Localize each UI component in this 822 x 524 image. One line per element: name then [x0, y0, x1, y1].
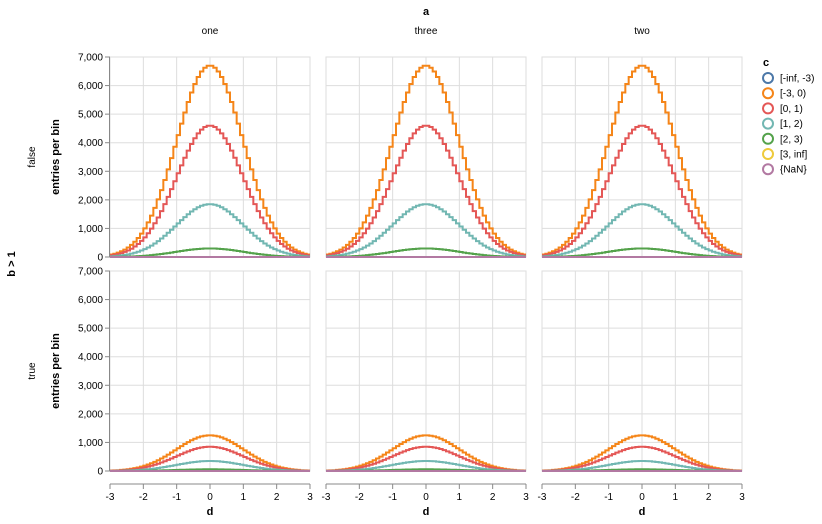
- series-[-3, 0): [326, 64, 526, 256]
- panel-false-one: 0 1,000 2,000 3,000 4,000 5,000 6,000 7,000: [78, 53, 311, 264]
- series-[1, 2): [326, 203, 526, 258]
- legend-symbol-[-inf, -3): [762, 72, 774, 84]
- x-tick-label: 1: [673, 492, 679, 503]
- series-[-3, 0): [110, 434, 310, 472]
- series-[1, 2): [542, 460, 742, 472]
- y-tick-label: 4,000: [78, 138, 103, 149]
- series-[2, 3): [326, 247, 526, 258]
- series-[2, 3): [542, 247, 742, 258]
- y-axis-title-false: entries per bin: [50, 119, 62, 195]
- y-tick-label: 4,000: [78, 352, 103, 363]
- gridlines: [541, 56, 743, 258]
- panel-false-two: [541, 56, 743, 258]
- legend-title: c: [763, 57, 769, 69]
- x-axis-title: d: [423, 506, 430, 518]
- legend-label-[3, inf]: [3, inf]: [780, 150, 807, 161]
- x-tick-label: 2: [490, 492, 496, 503]
- gridlines: [325, 56, 527, 258]
- row-label-false: false: [27, 146, 38, 168]
- series-[1, 2): [326, 460, 526, 472]
- column-facet-title: a: [423, 6, 430, 18]
- series-[1, 2): [110, 460, 310, 472]
- y-tick-label: 7,000: [78, 53, 103, 64]
- series-[1, 2): [542, 203, 742, 258]
- y-tick-label: 7,000: [78, 267, 103, 278]
- series-[-3, 0): [110, 64, 310, 256]
- x-tick-label: -3: [322, 492, 331, 503]
- panel-true-one: 0 1,000 2,000 3,000 4,000 5,000 6,000 7,000 -3 -2…: [78, 267, 313, 519]
- column-label-one: one: [202, 26, 219, 37]
- y-tick-label: 6,000: [78, 295, 103, 306]
- row-label-true: true: [27, 362, 38, 380]
- y-tick-label: 3,000: [78, 381, 103, 392]
- x-tick-label: -3: [538, 492, 547, 503]
- x-axis-title: d: [639, 506, 646, 518]
- panel-true-two: -3 -2 -1 0 1 2 3 d: [538, 270, 745, 518]
- series-[2, 3): [110, 247, 310, 258]
- legend-symbol-[3, inf]: [762, 148, 774, 160]
- legend-symbol-[-3, 0): [762, 87, 774, 100]
- x-tick-label: -2: [571, 492, 580, 503]
- row-facet-title: b > 1: [6, 251, 18, 276]
- legend-symbol-[0, 1): [762, 102, 774, 115]
- y-tick-label: 5,000: [78, 324, 103, 335]
- x-tick-label: -1: [172, 492, 181, 503]
- y-tick-label: 1,000: [78, 438, 103, 449]
- legend-label-[-3, 0): [-3, 0): [780, 89, 806, 100]
- x-tick-label: 3: [307, 492, 313, 503]
- x-tick-label: 1: [241, 492, 247, 503]
- series-[0, 1): [110, 445, 310, 472]
- legend-label-[-inf, -3): [-inf, -3): [780, 74, 814, 85]
- legend-label-{NaN}: {NaN}: [780, 165, 807, 176]
- y-tick-label: 2,000: [78, 195, 103, 206]
- series-[1, 2): [110, 203, 310, 258]
- panel-false-three: [325, 56, 527, 258]
- x-tick-label: 1: [457, 492, 463, 503]
- series-[-3, 0): [542, 64, 742, 256]
- x-tick-label: -1: [604, 492, 613, 503]
- series-[0, 1): [110, 124, 310, 257]
- x-tick-label: 3: [523, 492, 529, 503]
- gridlines: [109, 56, 311, 258]
- x-tick-label: 0: [207, 492, 213, 503]
- legend-label-[0, 1): [0, 1): [780, 104, 803, 115]
- x-tick-label: 3: [739, 492, 745, 503]
- series-[0, 1): [542, 445, 742, 472]
- y-tick-label: 2,000: [78, 409, 103, 420]
- legend-symbol-[2, 3): [762, 132, 774, 145]
- legend: c [-inf, -3) [-3, 0) [0, 1) [1, 2) [2, 3) [3, …: [762, 57, 814, 176]
- panel-true-three: -3 -2 -1 0 1 2 3 d: [322, 270, 529, 518]
- legend-symbol-[1, 2): [762, 117, 774, 130]
- x-tick-label: 0: [639, 492, 645, 503]
- legend-label-[1, 2): [1, 2): [780, 119, 803, 130]
- y-tick-label: 0: [97, 467, 103, 478]
- y-tick-label: 1,000: [78, 224, 103, 235]
- x-tick-label: -2: [355, 492, 364, 503]
- x-tick-label: -2: [139, 492, 148, 503]
- x-tick-label: 2: [274, 492, 280, 503]
- y-tick-label: 0: [97, 253, 103, 264]
- x-tick-label: 0: [423, 492, 429, 503]
- x-tick-label: -1: [388, 492, 397, 503]
- y-axis-title-true: entries per bin: [50, 333, 62, 409]
- x-axis-title: d: [207, 506, 214, 518]
- y-tick-label: 5,000: [78, 110, 103, 121]
- series-[-3, 0): [326, 434, 526, 472]
- y-tick-label: 3,000: [78, 167, 103, 178]
- gridlines: [109, 270, 311, 472]
- series-[0, 1): [542, 124, 742, 257]
- gridlines: [541, 270, 743, 472]
- legend-symbol-{NaN}: [762, 163, 774, 176]
- legend-label-[2, 3): [2, 3): [780, 134, 803, 145]
- series-[0, 1): [326, 124, 526, 257]
- series-[0, 1): [326, 445, 526, 472]
- column-label-three: three: [415, 26, 438, 37]
- column-label-two: two: [634, 26, 650, 37]
- x-tick-label: -3: [106, 492, 115, 503]
- y-tick-label: 6,000: [78, 81, 103, 92]
- x-tick-label: 2: [706, 492, 712, 503]
- gridlines: [325, 270, 527, 472]
- series-[-3, 0): [542, 434, 742, 472]
